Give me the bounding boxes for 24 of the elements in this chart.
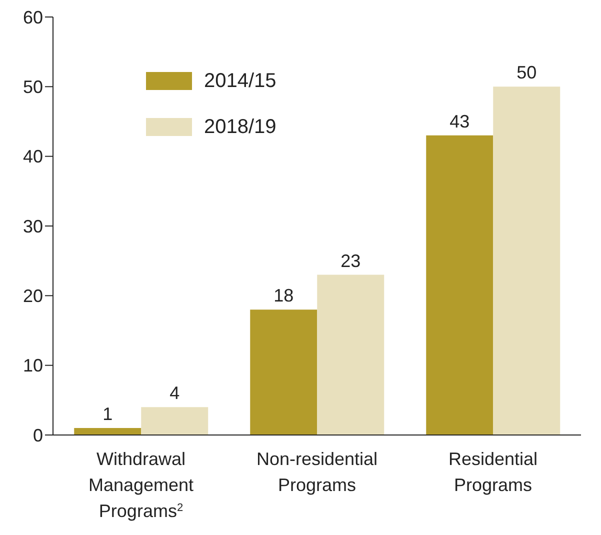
bar — [141, 407, 208, 435]
data-label: 1 — [102, 404, 113, 424]
y-tick-label: 10 — [22, 356, 43, 376]
data-label: 18 — [274, 286, 294, 306]
data-label: 23 — [340, 250, 361, 271]
x-tick-label: Withdrawal Management Programs$^{2}$ — [88, 449, 194, 521]
y-tick-label: 60 — [22, 7, 43, 28]
x-tick-label: Non-residential Programs — [256, 449, 378, 495]
y-tick-label: 40 — [22, 146, 43, 167]
x-tick-label: Residential Programs — [448, 449, 538, 495]
bar — [426, 135, 494, 435]
bar — [317, 274, 384, 435]
y-tick-label: 30 — [22, 216, 43, 236]
legend-label: 2018/19 — [204, 116, 276, 138]
bar — [250, 310, 318, 435]
data-label: 50 — [516, 62, 537, 83]
bar — [74, 428, 142, 435]
legend-label: 2014/15 — [204, 70, 276, 92]
y-tick-label: 50 — [22, 77, 43, 98]
y-tick-label: 20 — [22, 286, 43, 306]
data-label: 43 — [450, 111, 470, 132]
y-tick-label: 0 — [32, 425, 43, 446]
bar — [493, 86, 560, 435]
data-label: 4 — [170, 383, 180, 404]
